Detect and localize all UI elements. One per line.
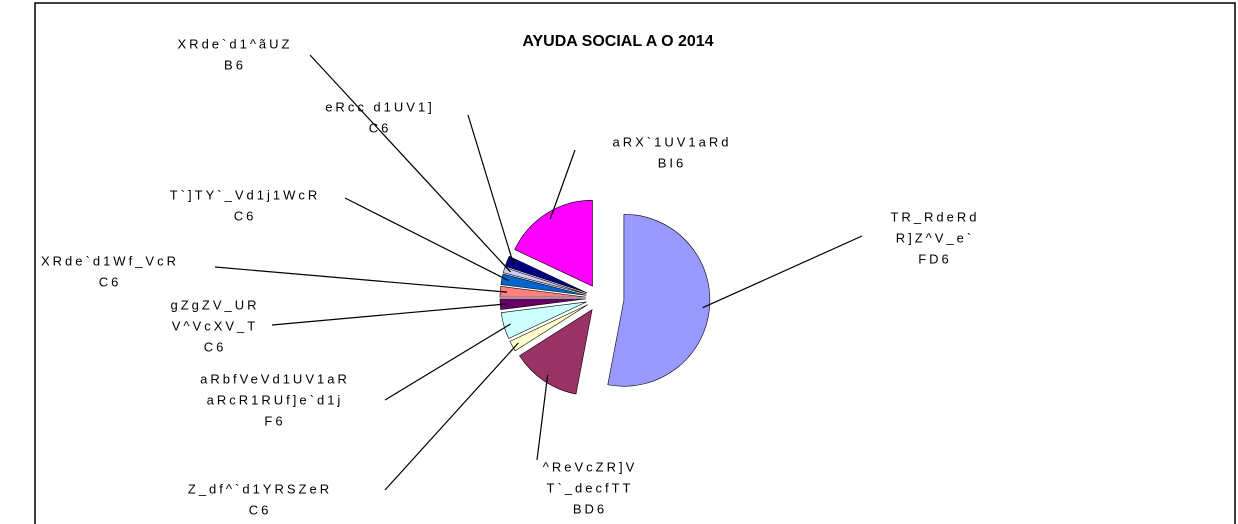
value-label: C6 <box>234 208 257 223</box>
value-label: C6 <box>369 120 392 135</box>
slice-label: XRde`d1^ãUZ <box>178 36 293 51</box>
slice-label: gZgZV_UR <box>170 297 259 312</box>
value-label: B6 <box>224 57 246 72</box>
slice-label: ^ReVcZR]V <box>543 459 638 474</box>
chart-border <box>34 2 1236 524</box>
value-label: BD6 <box>573 501 607 516</box>
slice-label: aRbfVeVd1UV1aR <box>200 371 350 386</box>
slice-label: aRX`1UV1aRd <box>613 134 732 149</box>
leader-line <box>384 323 511 401</box>
pie-slice <box>504 255 588 294</box>
value-label: C6 <box>99 274 122 289</box>
leader-line <box>549 149 576 220</box>
leader-line <box>214 266 508 293</box>
pie-slice <box>500 273 587 296</box>
leader-line <box>384 342 519 491</box>
slice-label: V^VcXV_T <box>172 318 258 333</box>
slice-label: XRde`d1Wf_VcR <box>41 253 179 268</box>
pie-slice <box>514 199 593 287</box>
slice-label: Z_df^`d1YRSZeR <box>188 481 332 496</box>
value-label: F6 <box>264 413 285 428</box>
leader-line <box>536 374 549 461</box>
slice-label: R]Z^V_e` <box>896 230 975 245</box>
pie-slice <box>509 304 588 352</box>
pie-slice <box>607 213 711 387</box>
value-label: C6 <box>249 502 272 517</box>
leader-line <box>344 197 509 282</box>
value-label: C6 <box>204 339 227 354</box>
pie-slice <box>500 301 587 339</box>
value-label: BI6 <box>658 155 687 170</box>
slice-label: TR_RdeRd <box>890 209 979 224</box>
pie-slice <box>502 267 587 295</box>
leader-line <box>271 303 508 326</box>
chart-title: AYUDA SOCIAL A O 2014 <box>522 33 713 50</box>
slice-label: aRcR1RUf]e`d1j <box>207 392 344 407</box>
slice-label: T`_decfTT <box>547 480 634 495</box>
leader-line <box>467 114 514 264</box>
value-label: FD6 <box>918 251 952 266</box>
pie-slice <box>519 308 593 395</box>
slice-label: T`]TY`_Vd1j1WcR <box>170 187 320 202</box>
leader-line <box>702 235 863 309</box>
slice-label: eRcc d1UV1] <box>325 99 435 114</box>
leader-line <box>309 54 512 273</box>
